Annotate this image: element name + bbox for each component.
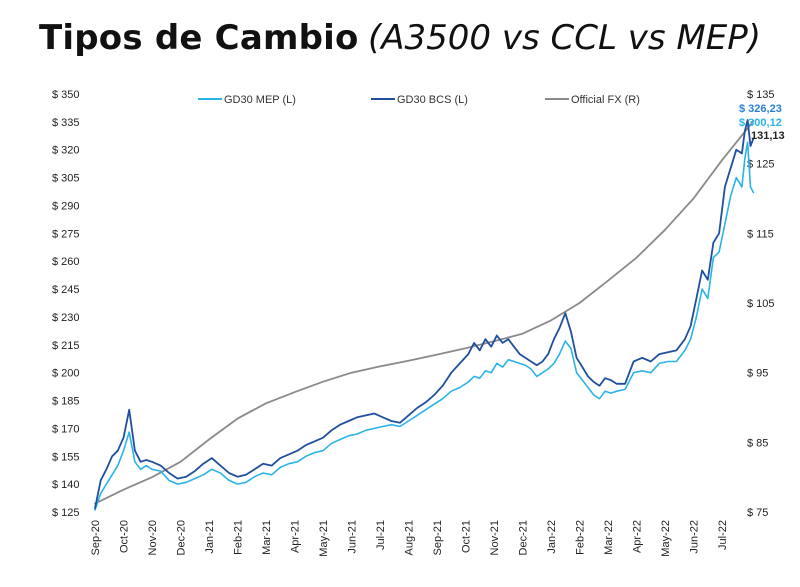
- left-tick-label: $ 275: [52, 228, 80, 240]
- series-line-bcs: [94, 119, 755, 510]
- left-axis-ticks: $ 125 $ 140 $ 155 $ 170 $ 185 $ 200 $ 215 $ 230…: [52, 89, 80, 519]
- x-tick-label: Mar-21: [261, 520, 273, 555]
- left-tick-label: $ 185: [52, 396, 80, 408]
- left-tick-label: $ 350: [52, 89, 80, 101]
- right-axis-ticks: $ 75 $ 85 $ 95 $ 105 $ 115 $ 125 $ 135: [747, 89, 775, 519]
- series-lines: [94, 119, 755, 511]
- legend-label-official: Official FX (R): [571, 94, 640, 106]
- right-tick-label: $ 135: [747, 89, 775, 101]
- x-tick-label: Oct-21: [461, 520, 473, 553]
- x-tick-label: Jan-22: [546, 520, 558, 554]
- left-tick-label: $ 170: [52, 423, 80, 435]
- x-tick-label: Apr-22: [632, 520, 644, 553]
- legend-label-bcs: GD30 BCS (L): [397, 94, 468, 106]
- left-tick-label: $ 230: [52, 312, 80, 324]
- x-tick-label: Feb-22: [575, 520, 587, 555]
- chart-title: Tipos de Cambio (A3500 vs CCL vs MEP): [0, 18, 800, 58]
- x-tick-label: May-21: [318, 520, 330, 557]
- series-line-official: [94, 120, 755, 505]
- right-tick-label: $ 115: [747, 228, 774, 240]
- x-tick-label: Feb-21: [233, 520, 245, 555]
- end-label-bcs: $ 326,23: [739, 103, 782, 115]
- x-tick-label: Mar-22: [603, 520, 615, 555]
- x-tick-label: Dec-21: [518, 520, 530, 555]
- x-tick-label: Sep-20: [90, 520, 102, 555]
- right-tick-label: $ 125: [747, 159, 775, 171]
- left-tick-label: $ 125: [52, 507, 80, 519]
- left-tick-label: $ 245: [52, 284, 80, 296]
- x-tick-label: Sep-21: [432, 520, 444, 555]
- end-labels: $ 326,23 $ 300,12 131,13: [739, 103, 785, 142]
- x-tick-label: Jan-21: [204, 520, 216, 554]
- legend-label-mep: GD30 MEP (L): [224, 94, 296, 106]
- right-tick-label: $ 105: [747, 298, 775, 310]
- left-tick-label: $ 290: [52, 200, 80, 212]
- left-tick-label: $ 155: [52, 451, 80, 463]
- chart-title-sub: (A3500 vs CCL vs MEP): [368, 18, 761, 58]
- left-tick-label: $ 305: [52, 173, 80, 185]
- x-tick-label: May-22: [660, 520, 672, 557]
- x-tick-label: Jun-21: [347, 520, 359, 554]
- left-tick-label: $ 215: [52, 340, 80, 352]
- legend: GD30 MEP (L) GD30 BCS (L) Official FX (R…: [198, 94, 640, 106]
- chart-title-main: Tipos de Cambio: [39, 18, 359, 58]
- end-label-official: 131,13: [751, 130, 785, 142]
- right-tick-label: $ 95: [747, 368, 768, 380]
- x-tick-label: Nov-21: [489, 520, 501, 555]
- x-tick-label: Oct-20: [119, 520, 131, 553]
- x-tick-label: Jul-22: [717, 520, 729, 550]
- series-line-mep: [94, 141, 755, 511]
- left-tick-label: $ 260: [52, 256, 80, 268]
- left-tick-label: $ 200: [52, 368, 80, 380]
- x-axis-ticks: Sep-20 Oct-20 Nov-20 Dec-20 Jan-21 Feb-21 Mar-…: [90, 520, 729, 557]
- left-tick-label: $ 140: [52, 479, 80, 491]
- right-tick-label: $ 85: [747, 437, 768, 449]
- x-tick-label: Apr-21: [290, 520, 302, 553]
- left-tick-label: $ 320: [52, 145, 80, 157]
- x-tick-label: Jul-21: [375, 520, 387, 550]
- x-tick-label: Jun-22: [689, 520, 701, 554]
- x-tick-label: Nov-20: [147, 520, 159, 555]
- x-tick-label: Aug-21: [404, 520, 416, 555]
- x-tick-label: Dec-20: [176, 520, 188, 555]
- left-tick-label: $ 335: [52, 117, 80, 129]
- end-label-mep: $ 300,12: [739, 117, 782, 129]
- right-tick-label: $ 75: [747, 507, 768, 519]
